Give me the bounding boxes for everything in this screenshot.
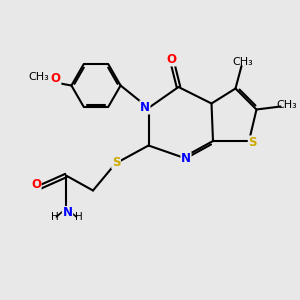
Text: N: N — [181, 152, 191, 166]
Text: N: N — [181, 152, 191, 166]
Text: N: N — [62, 206, 73, 220]
Text: O: O — [31, 178, 41, 191]
Text: O: O — [31, 178, 41, 191]
Text: N: N — [140, 101, 150, 114]
Text: H: H — [75, 212, 83, 223]
Text: O: O — [166, 53, 176, 66]
Text: S: S — [248, 136, 257, 149]
Text: CH₃: CH₃ — [232, 57, 254, 68]
Text: CH₃: CH₃ — [28, 72, 49, 82]
Text: CH₃: CH₃ — [276, 100, 297, 110]
Text: S: S — [248, 136, 257, 149]
Text: N: N — [140, 101, 150, 114]
Text: O: O — [51, 72, 61, 85]
Text: H: H — [51, 212, 58, 223]
Text: O: O — [51, 72, 61, 85]
Text: O: O — [166, 53, 176, 66]
Text: S: S — [112, 155, 120, 169]
Text: N: N — [62, 206, 73, 220]
Text: S: S — [112, 155, 120, 169]
